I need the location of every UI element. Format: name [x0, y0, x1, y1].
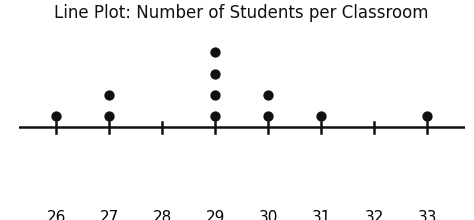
Point [52, 114, 60, 118]
Point [264, 93, 272, 97]
Point [211, 93, 219, 97]
Point [318, 114, 325, 118]
Point [211, 72, 219, 75]
Point [105, 93, 113, 97]
Title: Line Plot: Number of Students per Classroom: Line Plot: Number of Students per Classr… [55, 4, 429, 22]
Point [105, 114, 113, 118]
Point [211, 114, 219, 118]
Point [211, 51, 219, 54]
Point [424, 114, 431, 118]
Point [264, 114, 272, 118]
